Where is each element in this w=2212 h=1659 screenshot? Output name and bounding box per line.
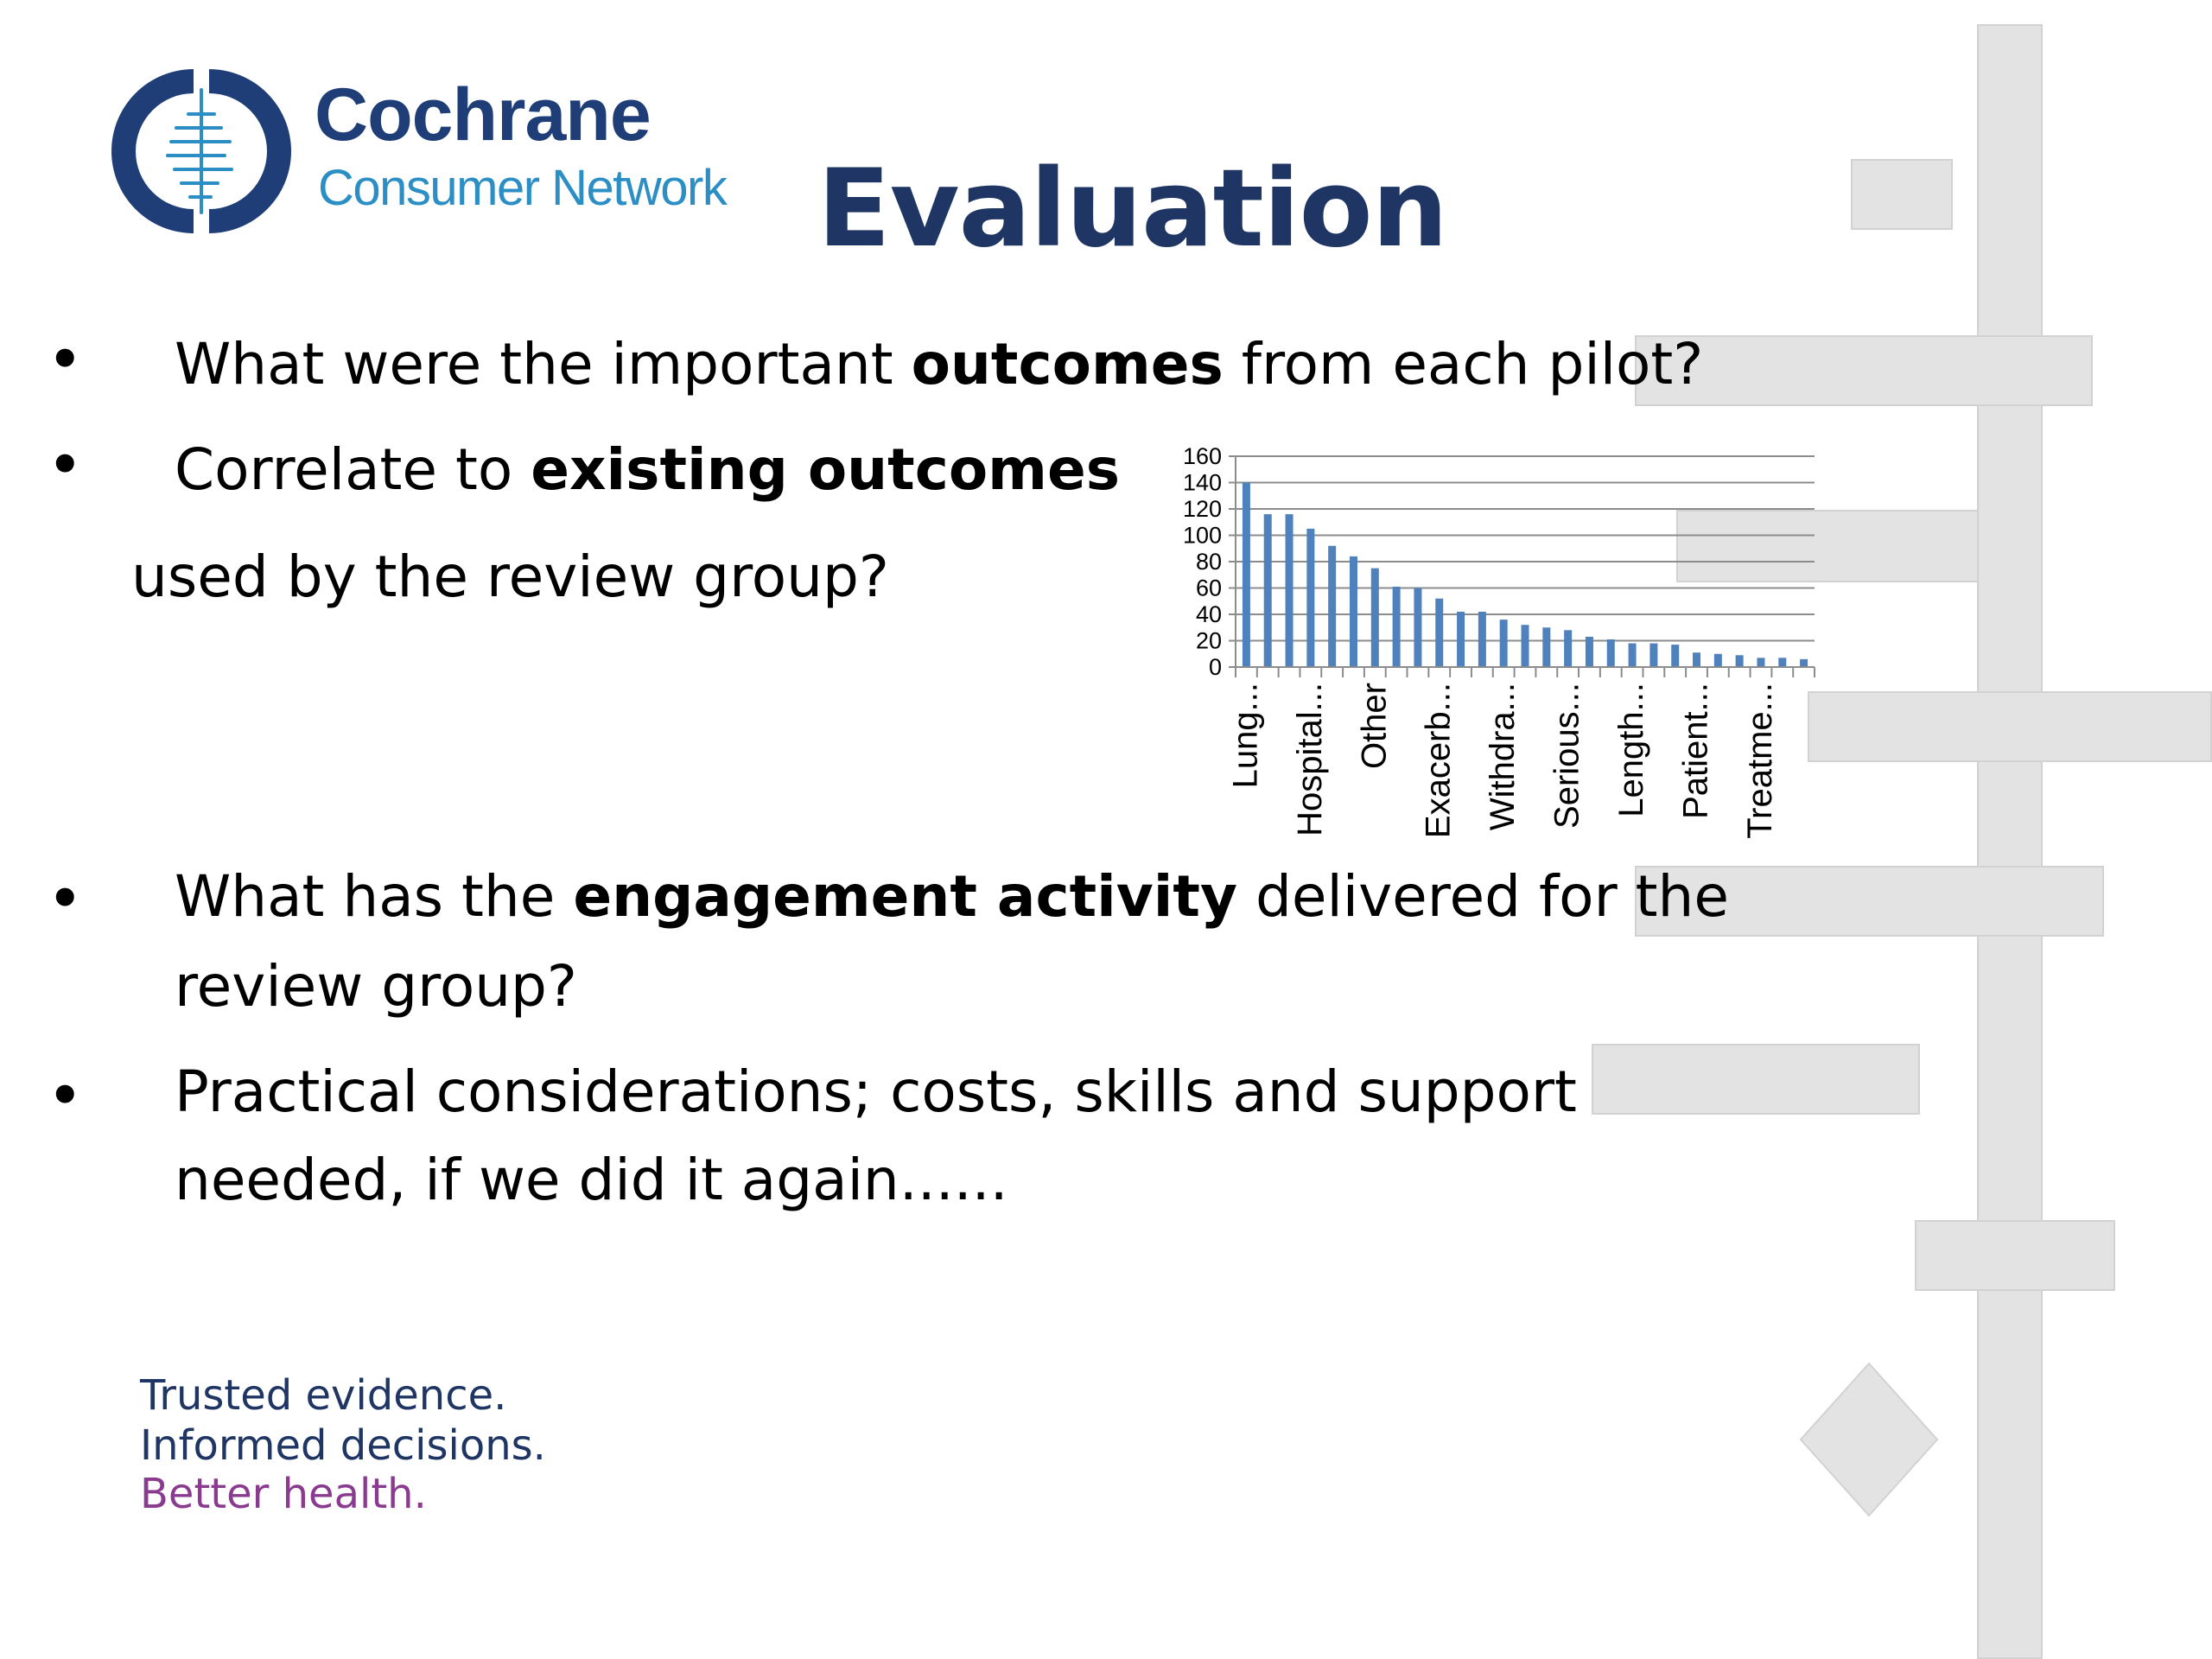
x-tick-label: Serious... [1548,683,1586,829]
y-tick-label: 60 [1196,575,1222,601]
bullet-text: What were the important [175,331,912,397]
decor-rect-5 [1635,866,2104,937]
y-tick-label: 100 [1183,523,1222,549]
y-tick-label: 160 [1183,443,1222,469]
bar [1693,652,1701,667]
bar [1349,556,1357,667]
bar [1478,611,1486,667]
decor-rect-4 [1808,691,2212,762]
decor-diamond [1799,1362,1939,1517]
decor-rect-1 [1851,159,1953,230]
x-tick-label: Withdra... [1484,683,1522,830]
bullet-outcomes: What were the important outcomes from ea… [175,320,1703,410]
y-tick-label: 80 [1196,549,1222,575]
bar [1370,568,1379,667]
bar [1564,630,1573,667]
y-tick-label: 140 [1183,470,1222,496]
cochrane-logo-icon [111,69,291,233]
bullet-engagement-cont: review group? [175,953,577,1020]
bar [1499,620,1508,667]
bullet-correlate-cont: used by the review group? [131,543,889,610]
bullet-text: What has the [175,863,574,930]
bar [1757,658,1765,667]
bar [1306,528,1315,667]
bullet-practical: Practical considerations; costs, skills … [175,1047,1577,1137]
decor-rect-6 [1592,1044,1920,1115]
bullet-bold: outcomes [911,331,1224,397]
x-tick-label: Patient... [1677,683,1715,819]
bar [1735,655,1744,667]
bar [1671,645,1680,667]
x-tick-label: Length... [1612,683,1650,817]
bullet-marker: • [47,862,84,935]
bullet-text: Practical considerations; costs, skills … [175,1058,1577,1125]
bar [1435,598,1444,667]
bullet-practical-cont: needed, if we did it again...... [175,1147,1008,1213]
bar [1628,643,1637,667]
brand-subtitle: Consumer Network [318,160,728,216]
bar [1285,514,1294,667]
slide-title: Evaluation [817,147,1448,271]
bar [1392,586,1401,667]
bar [1457,611,1465,667]
bar [1328,545,1337,667]
decor-rect-3 [1676,510,1979,582]
bullet-text-after: delivered for the [1236,863,1729,930]
bar [1649,643,1658,667]
decor-rect-7 [1915,1220,2115,1291]
tagline-line-1: Trusted evidence. [140,1371,507,1420]
bar [1521,625,1529,667]
x-tick-label: Exacerb... [1420,683,1458,838]
brand-name: Cochrane [315,73,652,156]
decor-vertical-bar [1977,24,2043,1659]
tagline-line-3: Better health. [140,1470,427,1518]
bar [1542,627,1551,667]
y-tick-label: 40 [1196,601,1222,627]
tagline-line-2: Informed decisions. [140,1421,546,1470]
bar [1263,514,1272,667]
bullet-marker: • [47,323,84,396]
decor-rect-2 [1635,335,2093,406]
bar [1800,658,1808,667]
bar [1713,653,1722,667]
x-tick-label: Hospital... [1291,683,1329,836]
bullet-engagement: What has the engagement activity deliver… [175,852,1729,942]
bullet-text-after: from each pilot? [1223,331,1704,397]
bullet-bold: existing outcomes [531,436,1121,503]
x-tick-label: Other [1355,683,1393,769]
bullet-correlate: Correlate to existing outcomes [175,425,1120,515]
bullet-text: Correlate to [175,436,531,503]
bullet-marker: • [47,429,84,501]
bullet-bold: engagement activity [573,863,1237,930]
bar [1242,482,1250,667]
bar [1778,658,1787,667]
y-tick-label: 0 [1209,654,1222,680]
y-tick-label: 20 [1196,628,1222,654]
bar [1414,588,1422,667]
x-tick-label: Lung... [1226,683,1264,788]
x-tick-label: Treatme... [1741,683,1779,839]
bar [1606,639,1615,667]
y-tick-label: 120 [1183,496,1222,522]
bullet-marker: • [47,1059,84,1132]
bar [1585,636,1593,667]
